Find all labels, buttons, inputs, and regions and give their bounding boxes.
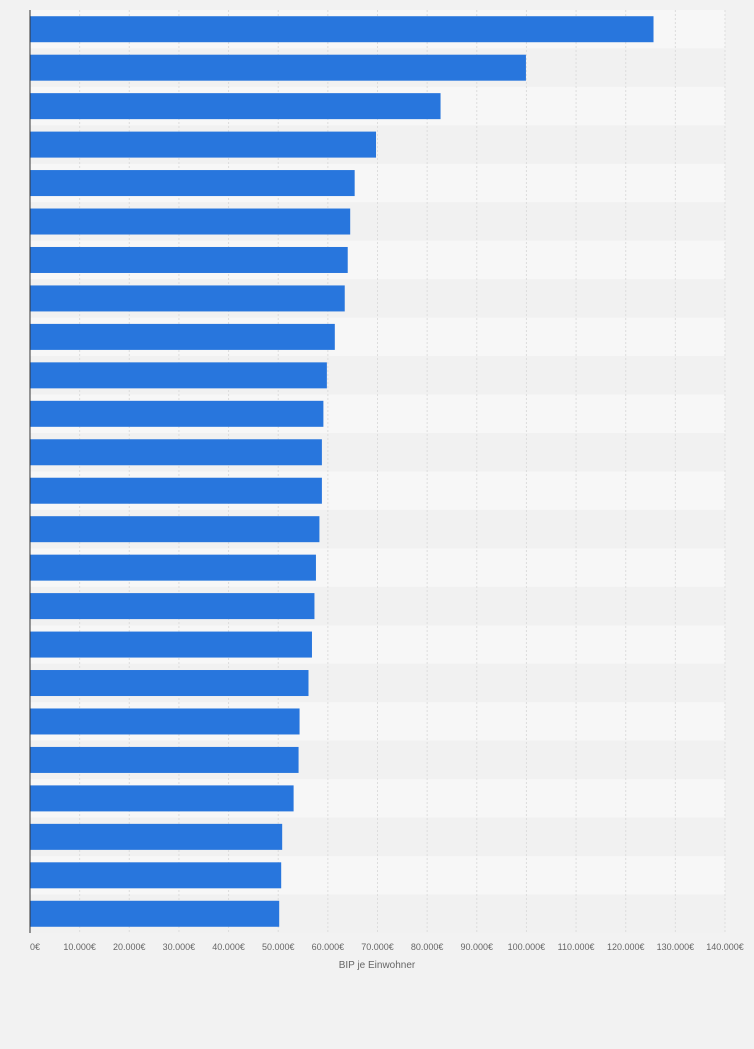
bar bbox=[30, 285, 345, 312]
x-tick-label: 50.000€ bbox=[262, 942, 295, 952]
bars bbox=[30, 16, 654, 927]
bar bbox=[30, 16, 654, 43]
bar bbox=[30, 362, 327, 389]
bar bbox=[30, 862, 282, 889]
x-axis-title: BIP je Einwohner bbox=[339, 960, 416, 971]
x-tick-labels: 0€ 10.000€ 20.000€ 30.000€ 40.000€ 50.000€ 60.… bbox=[30, 942, 744, 952]
x-tick-label: 60.000€ bbox=[312, 942, 345, 952]
bar bbox=[30, 54, 526, 81]
bar bbox=[30, 516, 320, 543]
bar bbox=[30, 477, 322, 504]
bar bbox=[30, 93, 441, 120]
x-tick-label: 120.000€ bbox=[607, 942, 645, 952]
bar bbox=[30, 400, 324, 427]
x-tick-label: 130.000€ bbox=[657, 942, 695, 952]
bar bbox=[30, 823, 283, 850]
bar bbox=[30, 900, 280, 927]
x-tick-label: 100.000€ bbox=[508, 942, 546, 952]
bar bbox=[30, 631, 312, 658]
bar bbox=[30, 439, 322, 466]
bar bbox=[30, 323, 335, 350]
x-tick-label: 0€ bbox=[30, 942, 40, 952]
bar bbox=[30, 746, 299, 773]
x-tick-label: 20.000€ bbox=[113, 942, 146, 952]
x-tick-label: 40.000€ bbox=[212, 942, 245, 952]
bar bbox=[30, 785, 294, 812]
bar bbox=[30, 131, 377, 158]
bar bbox=[30, 670, 309, 697]
x-tick-label: 80.000€ bbox=[411, 942, 444, 952]
bar bbox=[30, 170, 355, 197]
x-tick-label: 30.000€ bbox=[163, 942, 196, 952]
x-tick-label: 90.000€ bbox=[461, 942, 494, 952]
x-tick-label: 10.000€ bbox=[63, 942, 96, 952]
x-tick-label: 70.000€ bbox=[361, 942, 394, 952]
bar bbox=[30, 708, 300, 735]
bar bbox=[30, 593, 315, 620]
x-tick-label: 140.000€ bbox=[706, 942, 744, 952]
gridlines bbox=[79, 10, 726, 933]
bar bbox=[30, 554, 316, 581]
x-tick-label: 110.000€ bbox=[558, 942, 595, 952]
bar bbox=[30, 208, 351, 235]
bar bbox=[30, 246, 348, 273]
